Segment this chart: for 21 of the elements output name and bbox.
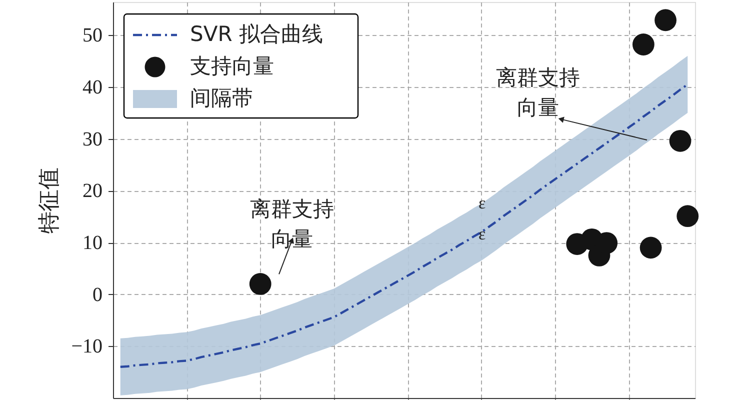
annotation: 离群支持向量 xyxy=(496,66,580,120)
y-tick-label: 0 xyxy=(92,284,102,306)
annotation: ε xyxy=(478,193,486,212)
annotation: ε xyxy=(478,224,486,244)
y-tick-label: 20 xyxy=(82,180,102,202)
point xyxy=(249,273,272,295)
annotation: 离群支持向量 xyxy=(250,196,334,251)
y-axis-title: 特征值 xyxy=(37,168,62,234)
y-tick-label: 30 xyxy=(82,128,102,150)
point xyxy=(676,205,699,227)
y-tick-label: 10 xyxy=(82,232,102,254)
point xyxy=(632,34,654,56)
y-tick-label: 40 xyxy=(82,76,102,99)
point xyxy=(669,130,692,152)
legend-label: 间隔带 xyxy=(190,86,253,110)
y-tick-label: −10 xyxy=(71,336,102,358)
legend-label: 支持向量 xyxy=(190,54,274,78)
legend-label: SVR 拟合曲线 xyxy=(190,22,323,46)
point xyxy=(654,9,676,32)
point xyxy=(640,236,662,259)
y-tick-label: 50 xyxy=(82,24,102,47)
